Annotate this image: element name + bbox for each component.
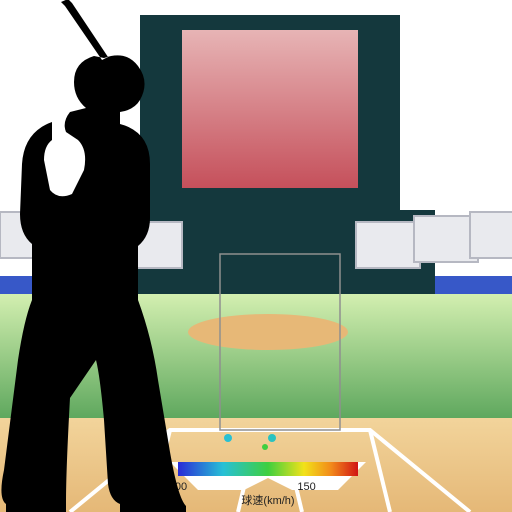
- pitch-marker: [224, 434, 232, 442]
- legend-tick: 150: [297, 481, 315, 493]
- pitchers-mound: [188, 314, 348, 350]
- legend-gradient: [178, 462, 358, 476]
- scoreboard-screen: [182, 30, 358, 188]
- stand-box: [470, 212, 512, 258]
- pitch-marker: [268, 434, 276, 442]
- legend-label: 球速(km/h): [241, 493, 294, 507]
- pitch-marker: [262, 444, 268, 450]
- pitch-location-chart: 100150球速(km/h): [0, 0, 512, 512]
- stand-box: [356, 222, 420, 268]
- stand-box: [414, 216, 478, 262]
